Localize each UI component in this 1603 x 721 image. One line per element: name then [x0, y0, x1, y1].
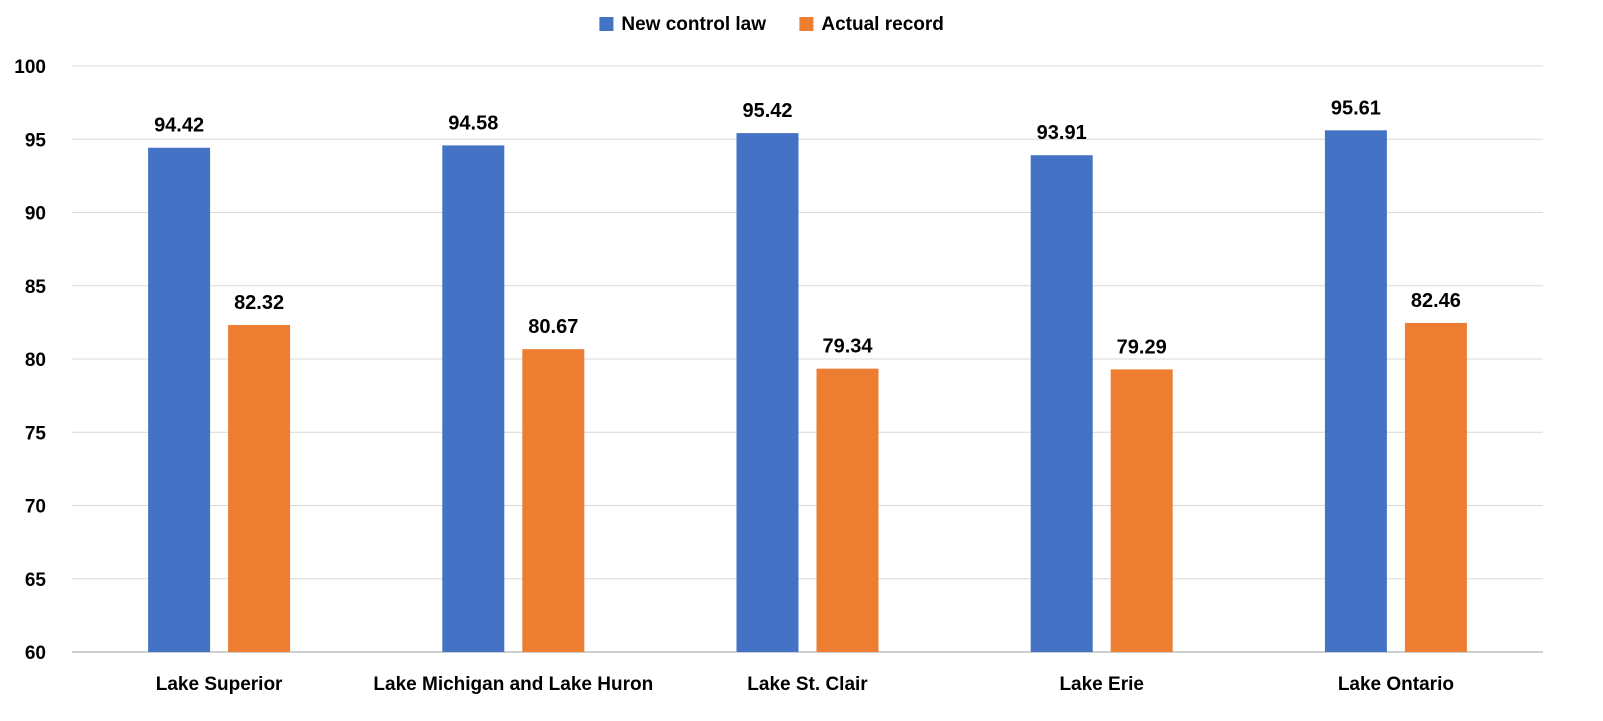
bar — [1324, 130, 1387, 653]
bars: 94.42 82.32 94.58 80.67 95.42 79.34 93.91 79.29… — [148, 97, 1467, 653]
y-tick-label: 75 — [25, 423, 47, 444]
y-tick-label: 65 — [25, 570, 47, 591]
x-tick-label: Lake Michigan and Lake Huron — [373, 674, 653, 695]
data-label: 79.29 — [1117, 336, 1167, 358]
gridlines — [72, 65, 1543, 653]
bar — [148, 147, 211, 652]
y-tick-label: 95 — [25, 130, 47, 151]
data-label: 95.42 — [742, 100, 792, 122]
bar — [442, 145, 505, 652]
y-axis: 60 65 70 75 80 85 90 95 100 — [14, 57, 46, 664]
data-label: 82.32 — [234, 292, 284, 314]
y-tick-label: 60 — [25, 643, 46, 664]
bar — [522, 349, 585, 652]
x-tick-label: Lake Superior — [156, 674, 283, 695]
bar — [736, 133, 799, 653]
y-tick-label: 70 — [25, 497, 46, 518]
x-tick-label: Lake St. Clair — [747, 674, 868, 695]
y-tick-label: 80 — [25, 350, 46, 371]
data-label: 94.42 — [154, 115, 204, 137]
data-label: 94.58 — [448, 112, 498, 134]
data-label: 80.67 — [528, 316, 578, 338]
legend-label: New control law — [621, 14, 766, 35]
legend: New control law Actual record — [599, 14, 944, 35]
data-label: 82.46 — [1411, 290, 1461, 312]
y-tick-label: 85 — [25, 277, 47, 298]
data-label: 79.34 — [822, 336, 873, 358]
bar — [1030, 155, 1093, 652]
y-tick-label: 90 — [25, 204, 46, 225]
bar — [1110, 369, 1173, 652]
x-axis: Lake Superior Lake Michigan and Lake Huro… — [156, 674, 1454, 695]
x-tick-label: Lake Erie — [1059, 674, 1144, 695]
bar — [228, 325, 291, 652]
y-tick-label: 100 — [14, 57, 46, 78]
bar — [1404, 322, 1467, 652]
legend-label: Actual record — [821, 14, 943, 35]
x-tick-label: Lake Ontario — [1338, 674, 1454, 695]
data-label: 93.91 — [1037, 122, 1087, 144]
legend-swatch — [799, 17, 814, 31]
bar — [816, 368, 879, 652]
legend-swatch — [599, 17, 614, 31]
data-label: 95.61 — [1331, 97, 1381, 119]
